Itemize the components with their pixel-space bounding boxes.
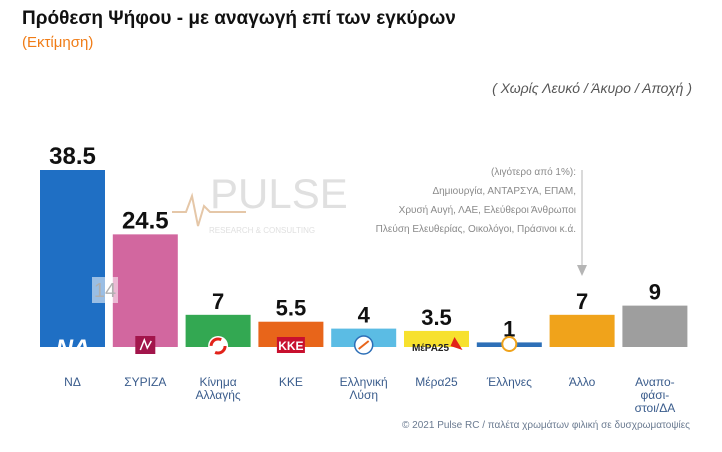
syriza-logo-mark xyxy=(139,337,152,351)
nd-logo: ΝΔ xyxy=(56,335,89,362)
category-label-9: φάσι- xyxy=(641,388,670,402)
value-label-1: 38.5 xyxy=(49,143,96,170)
annotation-arrow xyxy=(577,265,587,276)
bar-8 xyxy=(549,314,615,347)
ellines-logo xyxy=(501,336,518,352)
inner-value-marker: 14 xyxy=(92,277,118,303)
annotation-line-2: Δημιουργία, ΑΝΤΑΡΣΥΑ, ΕΠΑΜ, xyxy=(432,185,576,197)
kinal-logo-ring xyxy=(209,337,227,355)
bar-1 xyxy=(40,170,105,347)
chart-title: Πρόθεση Ψήφου - με αναγωγή επί των εγκύρ… xyxy=(22,8,456,29)
value-label-4: 5.5 xyxy=(276,296,307,321)
elliniki-lysi-logo-mark xyxy=(358,340,370,350)
footer-credit: © 2021 Pulse RC / παλέτα χρωμάτων φιλική… xyxy=(402,420,690,431)
watermark-tagline: RESEARCH & CONSULTING xyxy=(209,226,315,235)
mera25-logo-mark xyxy=(450,337,463,350)
kke-logo-text: ΚΚΕ xyxy=(278,339,303,353)
annotation-line-4: Πλεύση Ελευθερίας, Οικολόγοι, Πράσινοι κ… xyxy=(376,223,576,235)
mera25-logo: ΜέΡΑ25 xyxy=(412,343,450,354)
minor-parties-annotation: (λιγότερο από 1%): Δημιουργία, ΑΝΤΑΡΣΥΑ, … xyxy=(376,166,587,276)
category-label-1: ΝΔ xyxy=(64,375,81,389)
inner-value-box xyxy=(92,277,118,303)
value-label-6: 3.5 xyxy=(421,305,452,330)
category-label-5: Ελληνική xyxy=(340,375,388,389)
category-label-6: Μέρα25 xyxy=(415,375,458,389)
bar-9 xyxy=(622,305,688,347)
excluded-note: ( Χωρίς Λευκό / Άκυρο / Αποχή ) xyxy=(492,80,692,96)
bar-2 xyxy=(112,234,178,347)
value-label-9: 9 xyxy=(649,280,661,305)
syriza-logo xyxy=(135,336,156,354)
chart-subtitle: (Εκτίμηση) xyxy=(22,34,94,51)
category-label-2: ΣΥΡΙΖΑ xyxy=(124,375,166,389)
kke-logo xyxy=(276,337,305,353)
value-label-2: 24.5 xyxy=(122,207,169,234)
annotation-line-1: (λιγότερο από 1%): xyxy=(491,166,576,178)
inner-value-label: 14 xyxy=(94,280,116,302)
value-label-5: 4 xyxy=(358,303,371,328)
category-label-8: Άλλο xyxy=(569,375,596,389)
value-label-3: 7 xyxy=(212,289,224,314)
watermark-brand: PULSE xyxy=(210,170,348,217)
category-label-3: Αλλαγής xyxy=(195,388,240,402)
category-label-9: Αναπο- xyxy=(635,375,675,389)
category-label-5: Λύση xyxy=(349,388,378,402)
pulse-watermark: PULSE RESEARCH & CONSULTING xyxy=(172,170,348,235)
category-label-4: ΚΚΕ xyxy=(279,375,303,389)
category-label-7: Έλληνες xyxy=(486,375,532,389)
value-label-8: 7 xyxy=(576,289,588,314)
category-label-3: Κίνημα xyxy=(199,375,236,389)
annotation-line-3: Χρυσή Αυγή, ΛΑΕ, Ελεύθεροι Άνθρωποι xyxy=(399,204,576,216)
value-label-7: 1 xyxy=(503,316,515,341)
category-label-9: στοι/ΔΑ xyxy=(635,401,676,415)
